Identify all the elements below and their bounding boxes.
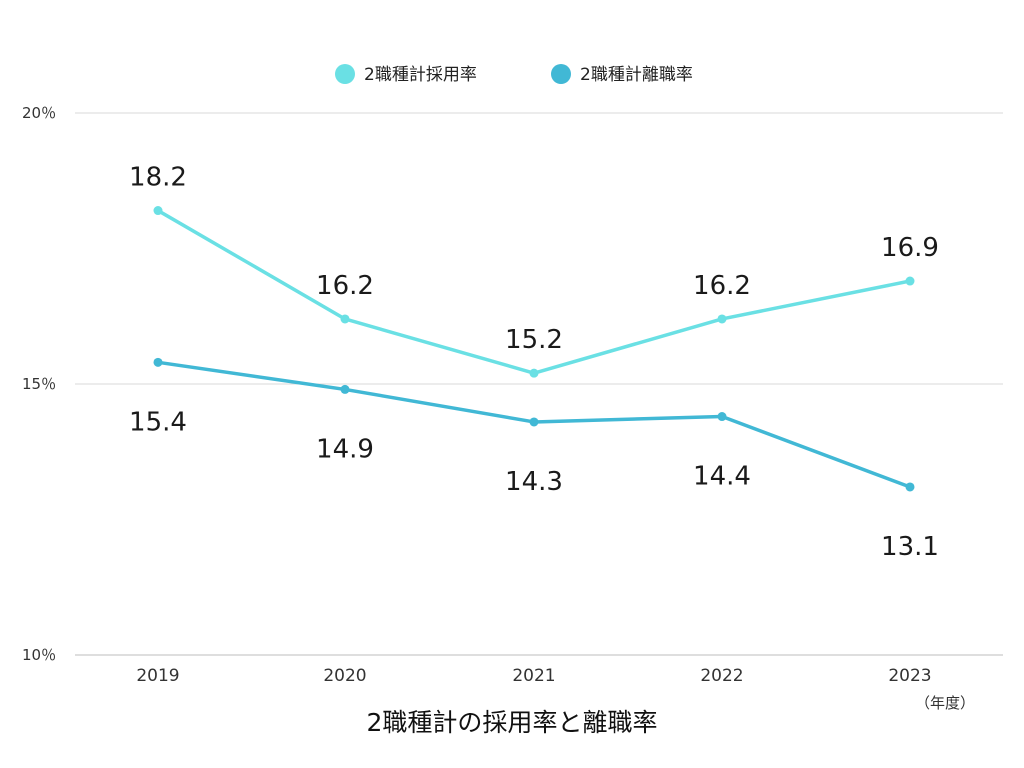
x-tick-label: 2021 bbox=[512, 666, 555, 686]
data-label: 14.9 bbox=[316, 434, 374, 464]
legend-item: 2職種計離職率 bbox=[551, 64, 693, 85]
data-label: 15.2 bbox=[505, 325, 563, 355]
y-tick-label: 10％ bbox=[22, 646, 56, 664]
data-point bbox=[340, 384, 350, 394]
y-tick-label: 15％ bbox=[22, 375, 56, 393]
data-point bbox=[905, 276, 915, 286]
data-point bbox=[905, 482, 915, 492]
data-label: 16.2 bbox=[693, 271, 751, 301]
x-axis-unit-note: （年度） bbox=[915, 694, 975, 712]
legend-label: 2職種計採用率 bbox=[364, 65, 477, 85]
data-label: 14.3 bbox=[505, 467, 563, 497]
data-point bbox=[717, 314, 727, 324]
series-1 bbox=[153, 206, 915, 378]
data-label: 16.2 bbox=[316, 271, 374, 301]
data-label: 13.1 bbox=[881, 532, 939, 562]
data-point bbox=[529, 368, 539, 378]
legend-label: 2職種計離職率 bbox=[580, 65, 693, 85]
data-point bbox=[153, 206, 163, 216]
legend: 2職種計採用率 2職種計離職率 bbox=[335, 64, 693, 85]
data-point bbox=[529, 417, 539, 427]
chart-title: 2職種計の採用率と離職率 bbox=[367, 708, 658, 737]
x-tick-label: 2020 bbox=[323, 666, 366, 686]
data-point bbox=[717, 412, 727, 422]
series-layer bbox=[153, 206, 915, 492]
x-axis: 2019 2020 2021 2022 2023 bbox=[136, 666, 931, 686]
y-axis: 20％ 15％ 10％ bbox=[22, 104, 56, 664]
data-label: 15.4 bbox=[129, 407, 187, 437]
data-point bbox=[340, 314, 350, 324]
legend-marker bbox=[551, 64, 571, 84]
series-2 bbox=[153, 357, 915, 492]
data-point bbox=[153, 357, 163, 367]
grid-lines bbox=[75, 112, 1003, 656]
data-labels: 18.2 16.2 15.2 16.2 16.9 15.4 14.9 14.3 14.4 13.1 bbox=[129, 163, 939, 562]
legend-marker bbox=[335, 64, 355, 84]
x-tick-label: 2022 bbox=[700, 666, 743, 686]
y-tick-label: 20％ bbox=[22, 104, 56, 122]
legend-item: 2職種計採用率 bbox=[335, 64, 477, 85]
data-label: 14.4 bbox=[693, 462, 751, 492]
x-tick-label: 2019 bbox=[136, 666, 179, 686]
x-tick-label: 2023 bbox=[888, 666, 931, 686]
data-label: 16.9 bbox=[881, 233, 939, 263]
data-label: 18.2 bbox=[129, 163, 187, 193]
